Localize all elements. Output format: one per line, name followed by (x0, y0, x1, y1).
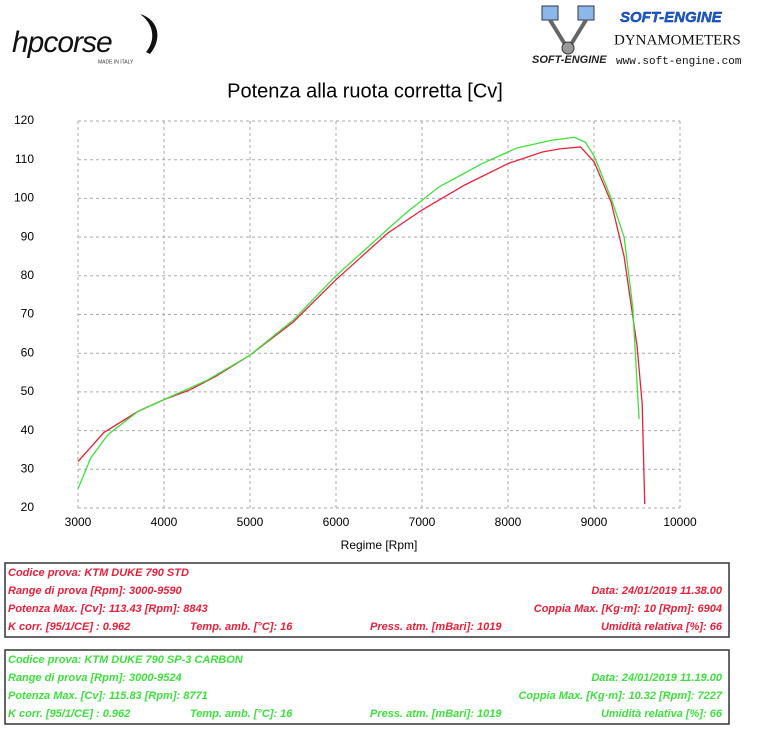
info-box (4, 562, 730, 638)
info-text: Coppia Max. [Kg·m]: 10 [Rpm]: 6904 (534, 603, 722, 615)
y-tick-label: 30 (21, 461, 35, 475)
y-tick-label: 90 (21, 229, 35, 243)
x-tick-label: 7000 (409, 515, 436, 529)
info-text: Data: 24/01/2019 11.38.00 (591, 585, 723, 597)
info-text: Temp. amb. [°C]: 16 (190, 621, 293, 633)
y-tick-label: 100 (14, 191, 34, 205)
x-tick-label: 6000 (323, 515, 350, 529)
info-text: Temp. amb. [°C]: 16 (190, 708, 293, 720)
info-text: Press. atm. [mBari]: 1019 (370, 621, 502, 633)
brand-tagline: MADE IN ITALY (98, 59, 134, 65)
info-text: Umidità relativa [%]: 66 (601, 621, 723, 633)
x-tick-label: 5000 (237, 515, 264, 529)
info-text: Press. atm. [mBari]: 1019 (370, 708, 502, 720)
info-text: Coppia Max. [Kg·m]: 10.32 [Rpm]: 7227 (518, 690, 722, 702)
info-text: Potenza Max. [Cv]: 113.43 [Rpm]: 8843 (8, 603, 208, 615)
info-text: Umidità relativa [%]: 66 (601, 708, 723, 720)
info-area: Codice prova: KTM DUKE 790 STD Range di p… (8, 567, 723, 720)
y-tick-label: 50 (21, 384, 35, 398)
info-text: K corr. [95/1/CE] : 0.962 (8, 621, 130, 633)
y-tick-label: 70 (21, 307, 35, 321)
plot-area: 20 30 40 50 60 70 80 90 100 110 120 3000 4000 5000 600… (14, 113, 697, 529)
info-text: Data: 24/01/2019 11.19.00 (591, 672, 723, 684)
x-tick-label: 8000 (495, 515, 522, 529)
power-curve (77, 136, 640, 489)
dyno-brand: SOFT-ENGINE (620, 9, 723, 26)
dyno-logo-text: SOFT-ENGINE (532, 54, 607, 66)
info-text: Codice prova: KTM DUKE 790 SP-3 CARBON (8, 654, 244, 666)
x-tick-label: 3000 (65, 515, 92, 529)
info-text: K corr. [95/1/CE] : 0.962 (8, 708, 130, 720)
power-curve (77, 146, 646, 505)
dyno-url: www.soft-engine.com (616, 56, 742, 68)
y-tick-label: 40 (21, 423, 35, 437)
info-text: Range di prova [Rpm]: 3000-9524 (8, 672, 182, 684)
chart-title: Potenza alla ruota corretta [Cv] (227, 80, 503, 102)
info-box (4, 649, 730, 725)
x-tick-label: 10000 (663, 515, 697, 529)
logo-swoosh (140, 14, 158, 54)
y-tick-label: 60 (21, 345, 35, 359)
x-tick-label: 4000 (151, 515, 178, 529)
x-tick-label: 9000 (581, 515, 608, 529)
dyno-subtitle: DYNAMOMETERS (614, 32, 741, 48)
info-text: Codice prova: KTM DUKE 790 STD (8, 567, 189, 579)
y-tick-label: 120 (14, 113, 34, 127)
x-axis-label: Regime [Rpm] (341, 538, 418, 552)
info-text: Range di prova [Rpm]: 3000-9590 (8, 585, 182, 597)
info-text: Potenza Max. [Cv]: 115.83 [Rpm]: 8771 (8, 690, 208, 702)
y-tick-label: 110 (15, 152, 34, 166)
y-tick-label: 80 (21, 268, 35, 282)
brand-logo: hpcorse (12, 26, 112, 59)
y-tick-label: 20 (21, 500, 35, 514)
piston-icon (541, 5, 595, 55)
